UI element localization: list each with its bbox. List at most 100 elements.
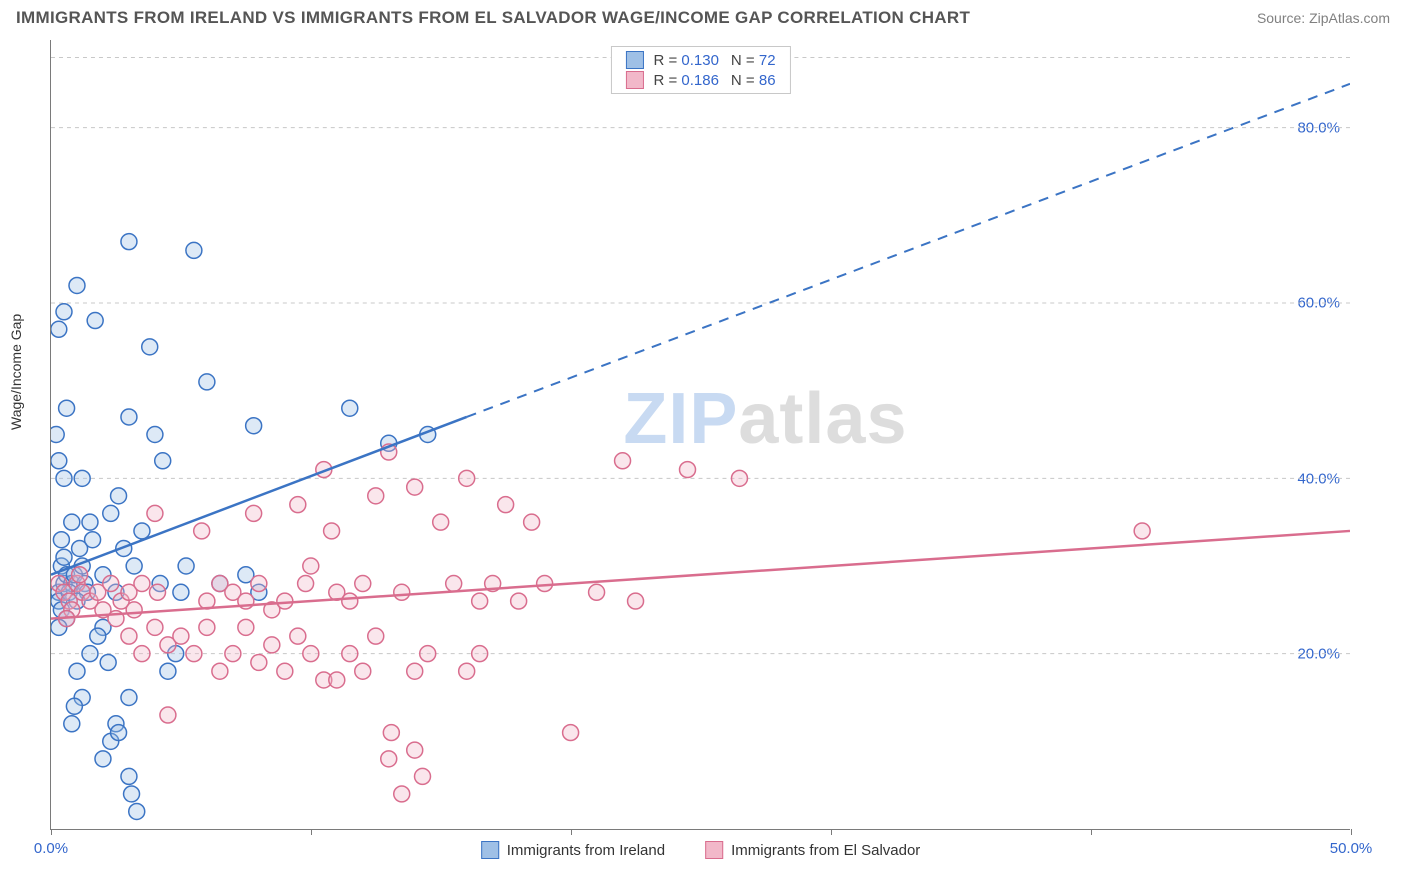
swatch-ireland xyxy=(625,51,643,69)
x-tick-label: 0.0% xyxy=(34,840,68,857)
scatter-point xyxy=(53,532,69,548)
scatter-point xyxy=(121,234,137,250)
scatter-point xyxy=(472,593,488,609)
correlation-legend: R = 0.130N = 72 R = 0.186 N = 86 xyxy=(610,46,790,94)
scatter-point xyxy=(147,505,163,521)
legend-label-ireland: Immigrants from Ireland xyxy=(507,842,665,859)
scatter-point xyxy=(160,707,176,723)
scatter-point xyxy=(186,646,202,662)
scatter-point xyxy=(368,488,384,504)
scatter-point xyxy=(472,646,488,662)
scatter-point xyxy=(69,663,85,679)
scatter-point xyxy=(251,576,267,592)
scatter-point xyxy=(173,628,189,644)
scatter-point xyxy=(87,313,103,329)
scatter-point xyxy=(74,470,90,486)
scatter-point xyxy=(731,470,747,486)
scatter-point xyxy=(82,514,98,530)
scatter-point xyxy=(246,418,262,434)
scatter-point xyxy=(537,576,553,592)
n-value-elsalvador: 86 xyxy=(759,72,776,89)
scatter-point xyxy=(147,427,163,443)
scatter-point xyxy=(82,646,98,662)
r-prefix: R = xyxy=(653,52,681,69)
scatter-point xyxy=(511,593,527,609)
scatter-point xyxy=(238,619,254,635)
x-tick xyxy=(571,829,572,835)
scatter-point xyxy=(121,768,137,784)
scatter-point xyxy=(111,488,127,504)
scatter-point xyxy=(251,654,267,670)
scatter-point xyxy=(51,453,67,469)
scatter-point xyxy=(186,242,202,258)
scatter-point xyxy=(134,523,150,539)
scatter-point xyxy=(290,628,306,644)
scatter-point xyxy=(103,576,119,592)
scatter-point xyxy=(1134,523,1150,539)
swatch-ireland xyxy=(481,841,499,859)
scatter-point xyxy=(342,593,358,609)
legend-item-elsalvador: Immigrants from El Salvador xyxy=(705,841,920,859)
scatter-point xyxy=(394,584,410,600)
scatter-point xyxy=(415,768,431,784)
scatter-point xyxy=(72,567,88,583)
swatch-elsalvador xyxy=(705,841,723,859)
x-tick xyxy=(311,829,312,835)
scatter-point xyxy=(129,803,145,819)
scatter-point xyxy=(290,497,306,513)
scatter-point xyxy=(56,304,72,320)
scatter-point xyxy=(615,453,631,469)
x-tick xyxy=(51,829,52,835)
scatter-point xyxy=(160,663,176,679)
scatter-point xyxy=(95,751,111,767)
scatter-point xyxy=(368,628,384,644)
scatter-point xyxy=(64,716,80,732)
scatter-point xyxy=(155,453,171,469)
scatter-point xyxy=(433,514,449,530)
scatter-point xyxy=(329,672,345,688)
scatter-point xyxy=(212,663,228,679)
source-value: ZipAtlas.com xyxy=(1309,10,1390,26)
y-axis-label: Wage/Income Gap xyxy=(8,314,24,430)
scatter-point xyxy=(126,558,142,574)
scatter-point xyxy=(134,646,150,662)
scatter-point xyxy=(277,663,293,679)
scatter-point xyxy=(420,646,436,662)
scatter-point xyxy=(225,646,241,662)
n-prefix: N = xyxy=(731,52,759,69)
n-prefix: N = xyxy=(731,72,759,89)
scatter-point xyxy=(680,462,696,478)
scatter-point xyxy=(178,558,194,574)
scatter-point xyxy=(66,698,82,714)
scatter-point xyxy=(59,400,75,416)
chart-title: IMMIGRANTS FROM IRELAND VS IMMIGRANTS FR… xyxy=(16,8,970,28)
scatter-point xyxy=(121,690,137,706)
scatter-point xyxy=(394,786,410,802)
scatter-point xyxy=(589,584,605,600)
scatter-point xyxy=(111,725,127,741)
scatter-point xyxy=(459,663,475,679)
legend-label-elsalvador: Immigrants from El Salvador xyxy=(731,842,920,859)
scatter-point xyxy=(355,663,371,679)
scatter-point xyxy=(324,523,340,539)
swatch-elsalvador xyxy=(625,71,643,89)
scatter-point xyxy=(199,374,215,390)
scatter-point xyxy=(121,409,137,425)
scatter-point xyxy=(56,470,72,486)
scatter-point xyxy=(342,400,358,416)
scatter-point xyxy=(100,654,116,670)
scatter-point xyxy=(124,786,140,802)
scatter-point xyxy=(342,646,358,662)
scatter-point xyxy=(524,514,540,530)
scatter-point xyxy=(85,532,101,548)
scatter-point xyxy=(56,549,72,565)
correlation-row-ireland: R = 0.130N = 72 xyxy=(625,51,775,69)
r-value-elsalvador: 0.186 xyxy=(681,72,719,89)
scatter-point xyxy=(498,497,514,513)
n-value-ireland: 72 xyxy=(759,52,776,69)
scatter-point xyxy=(134,576,150,592)
x-tick xyxy=(1091,829,1092,835)
scatter-point xyxy=(381,751,397,767)
scatter-point xyxy=(51,427,64,443)
source-attribution: Source: ZipAtlas.com xyxy=(1257,10,1390,26)
